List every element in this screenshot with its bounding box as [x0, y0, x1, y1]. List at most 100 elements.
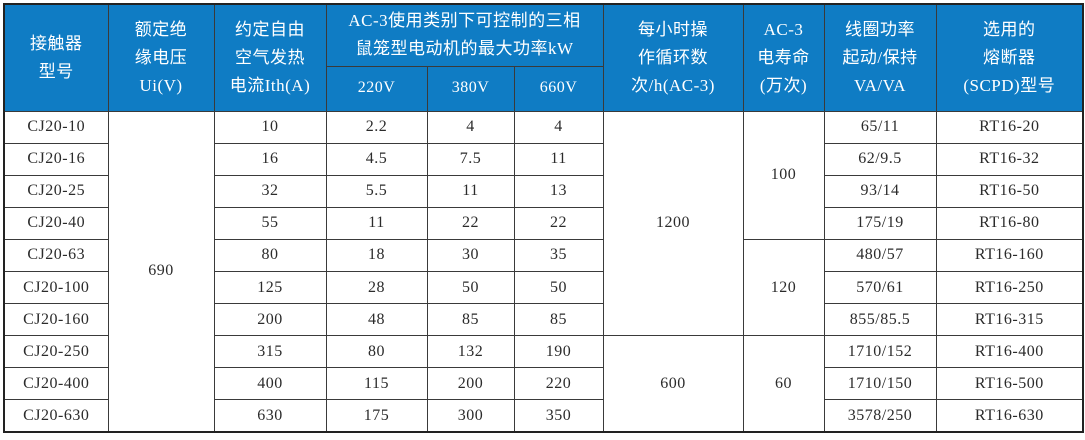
table-cell: RT16-630: [935, 399, 1084, 433]
table-cell: CJ20-160: [3, 303, 109, 337]
table-cell: 175/19: [823, 206, 937, 240]
table-cell: 11: [513, 142, 604, 176]
table-row: CJ20-630 630 175 300 350 3578/250 RT16-630: [3, 399, 1084, 433]
table-cell: 1710/150: [823, 367, 937, 401]
table-cell: 18: [325, 238, 428, 272]
table-cell: 480/57: [823, 238, 937, 272]
header-coil-power: 线圈功率 起动/保持 VA/VA: [823, 3, 937, 112]
table-cell: 220: [513, 367, 604, 401]
header-row-main: 接触器 型号 额定绝 缘电压 Ui(V) 约定自由 空气发热 电流Ith(A) …: [3, 3, 1084, 112]
table-cell: CJ20-16: [3, 142, 109, 176]
table-cell: 190: [513, 335, 604, 369]
header-220v: 220V: [325, 65, 428, 112]
table-cell: RT16-80: [935, 206, 1084, 240]
header-insulation-voltage: 额定绝 缘电压 Ui(V): [107, 3, 215, 112]
table-cell: 315: [213, 335, 327, 369]
table-cell: 65/11: [823, 110, 937, 144]
table-cell: RT16-315: [935, 303, 1084, 337]
table-cell: 10: [213, 110, 327, 144]
table-cell: 11: [426, 174, 515, 208]
table-cell: 600: [602, 335, 744, 433]
table-body: CJ20-10 690 10 2.2 4 4 1200 100 65/11 RT16-20 CJ20…: [3, 110, 1084, 433]
table-cell: 11: [325, 206, 428, 240]
table-cell: 62/9.5: [823, 142, 937, 176]
table-cell: RT16-250: [935, 270, 1084, 305]
table-cell: 4.5: [325, 142, 428, 176]
table-cell: CJ20-100: [3, 270, 109, 305]
table-cell: 200: [426, 367, 515, 401]
table-cell: 175: [325, 399, 428, 433]
table-cell: CJ20-400: [3, 367, 109, 401]
table-row: CJ20-400 400 115 200 220 1710/150 RT16-500: [3, 367, 1084, 401]
header-electrical-life: AC-3 电寿命 (万次): [742, 3, 825, 112]
table-cell: 85: [513, 303, 604, 337]
table-cell: 132: [426, 335, 515, 369]
table-cell: 50: [426, 270, 515, 305]
table-cell: RT16-50: [935, 174, 1084, 208]
table-cell: 5.5: [325, 174, 428, 208]
table-cell: 1200: [602, 110, 744, 337]
table-cell: RT16-32: [935, 142, 1084, 176]
table-cell: 4: [426, 110, 515, 144]
table-cell: 115: [325, 367, 428, 401]
table-cell: 35: [513, 238, 604, 272]
table-cell: 22: [513, 206, 604, 240]
table-cell: 100: [742, 110, 825, 240]
table-cell: 50: [513, 270, 604, 305]
header-380v: 380V: [426, 65, 515, 112]
table-cell: 2.2: [325, 110, 428, 144]
table-cell: 855/85.5: [823, 303, 937, 337]
table-cell: 200: [213, 303, 327, 337]
table-cell: CJ20-630: [3, 399, 109, 433]
table-row: CJ20-250 315 80 132 190 600 60 1710/152 RT16-400: [3, 335, 1084, 433]
table-cell: 400: [213, 367, 327, 401]
table-cell: 13: [513, 174, 604, 208]
table-cell: 80: [213, 238, 327, 272]
table-row: CJ20-40 55 11 22 22 175/19 RT16-80: [3, 206, 1084, 240]
table-cell: 85: [426, 303, 515, 337]
header-fuse-type: 选用的 熔断器 (SCPD)型号: [935, 3, 1084, 112]
table-cell: CJ20-10: [3, 110, 109, 144]
header-row-voltages: 220V 380V 660V: [4, 65, 1083, 112]
table-cell: 16: [213, 142, 327, 176]
table-cell: 3578/250: [823, 399, 937, 433]
table-row: CJ20-10 690 10 2.2 4 4 1200 100 65/11 RT16-20: [3, 110, 1084, 433]
contactor-spec-table: 接触器 型号 额定绝 缘电压 Ui(V) 约定自由 空气发热 电流Ith(A) …: [3, 3, 1085, 433]
table-cell: CJ20-25: [3, 174, 109, 208]
table-cell: 120: [742, 238, 825, 337]
table-cell: 93/14: [823, 174, 937, 208]
table-cell: 300: [426, 399, 515, 433]
table-cell: 48: [325, 303, 428, 337]
table-cell: 690: [107, 110, 215, 433]
table-cell: RT16-160: [935, 238, 1084, 272]
table-cell: CJ20-40: [3, 206, 109, 240]
table-cell: 30: [426, 238, 515, 272]
table-cell: 22: [426, 206, 515, 240]
table-cell: 80: [325, 335, 428, 369]
table-row: CJ20-25 32 5.5 11 13 93/14 RT16-50: [3, 174, 1084, 208]
table-row: CJ20-63 80 18 30 35 120 480/57 RT16-160: [3, 238, 1084, 337]
header-thermal-current: 约定自由 空气发热 电流Ith(A): [213, 3, 327, 112]
table-cell: CJ20-250: [3, 335, 109, 369]
table-cell: 1710/152: [823, 335, 937, 369]
table-cell: RT16-500: [935, 367, 1084, 401]
header-cycles-per-hour: 每小时操 作循环数 次/h(AC-3): [602, 3, 744, 112]
header-contactor-model: 接触器 型号: [3, 3, 109, 112]
table-cell: 125: [213, 270, 327, 305]
table-cell: 32: [213, 174, 327, 208]
table-cell: 350: [513, 399, 604, 433]
table-cell: RT16-20: [935, 110, 1084, 144]
table-cell: 570/61: [823, 270, 937, 305]
table-row: CJ20-16 16 4.5 7.5 11 62/9.5 RT16-32: [3, 142, 1084, 176]
table-cell: 4: [513, 110, 604, 144]
header-660v: 660V: [513, 65, 604, 112]
table-cell: 630: [213, 399, 327, 433]
table-row: CJ20-100 125 28 50 50 570/61 RT16-250: [3, 270, 1084, 305]
table-cell: 60: [742, 335, 825, 433]
table-cell: 55: [213, 206, 327, 240]
table-cell: 28: [325, 270, 428, 305]
table-cell: 7.5: [426, 142, 515, 176]
header-ac3-power-group: AC-3使用类别下可控制的三相 鼠笼型电动机的最大功率kW: [325, 3, 604, 67]
table-cell: CJ20-63: [3, 238, 109, 272]
